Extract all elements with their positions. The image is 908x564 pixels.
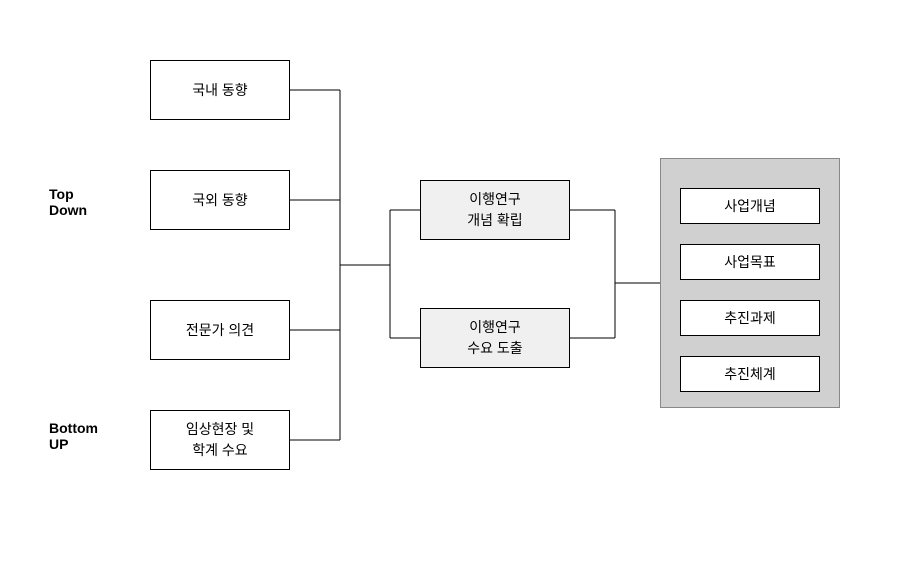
mid-box-1: 이행연구 개념 확립	[420, 180, 570, 240]
left-box-2-text: 국외 동향	[192, 190, 247, 211]
panel-item-2: 사업목표	[680, 244, 820, 280]
left-box-2: 국외 동향	[150, 170, 290, 230]
left-box-3: 전문가 의견	[150, 300, 290, 360]
mid-box-2: 이행연구 수요 도출	[420, 308, 570, 368]
bottom-up-label: Bottom UP	[49, 420, 98, 452]
left-box-4-text: 임상현장 및 학계 수요	[186, 419, 254, 461]
left-box-4: 임상현장 및 학계 수요	[150, 410, 290, 470]
panel-item-2-text: 사업목표	[724, 252, 776, 272]
mid-box-1-text: 이행연구 개념 확립	[467, 189, 522, 231]
panel-item-1: 사업개념	[680, 188, 820, 224]
mid-box-2-text: 이행연구 수요 도출	[467, 317, 522, 359]
panel-item-4-text: 추진체계	[724, 364, 776, 384]
panel-item-1-text: 사업개념	[724, 196, 776, 216]
left-box-1: 국내 동향	[150, 60, 290, 120]
left-box-3-text: 전문가 의견	[186, 320, 254, 341]
panel-item-3-text: 추진과제	[724, 308, 776, 328]
panel-item-4: 추진체계	[680, 356, 820, 392]
panel-item-3: 추진과제	[680, 300, 820, 336]
left-box-1-text: 국내 동향	[192, 80, 247, 101]
top-down-label: Top Down	[49, 186, 87, 218]
